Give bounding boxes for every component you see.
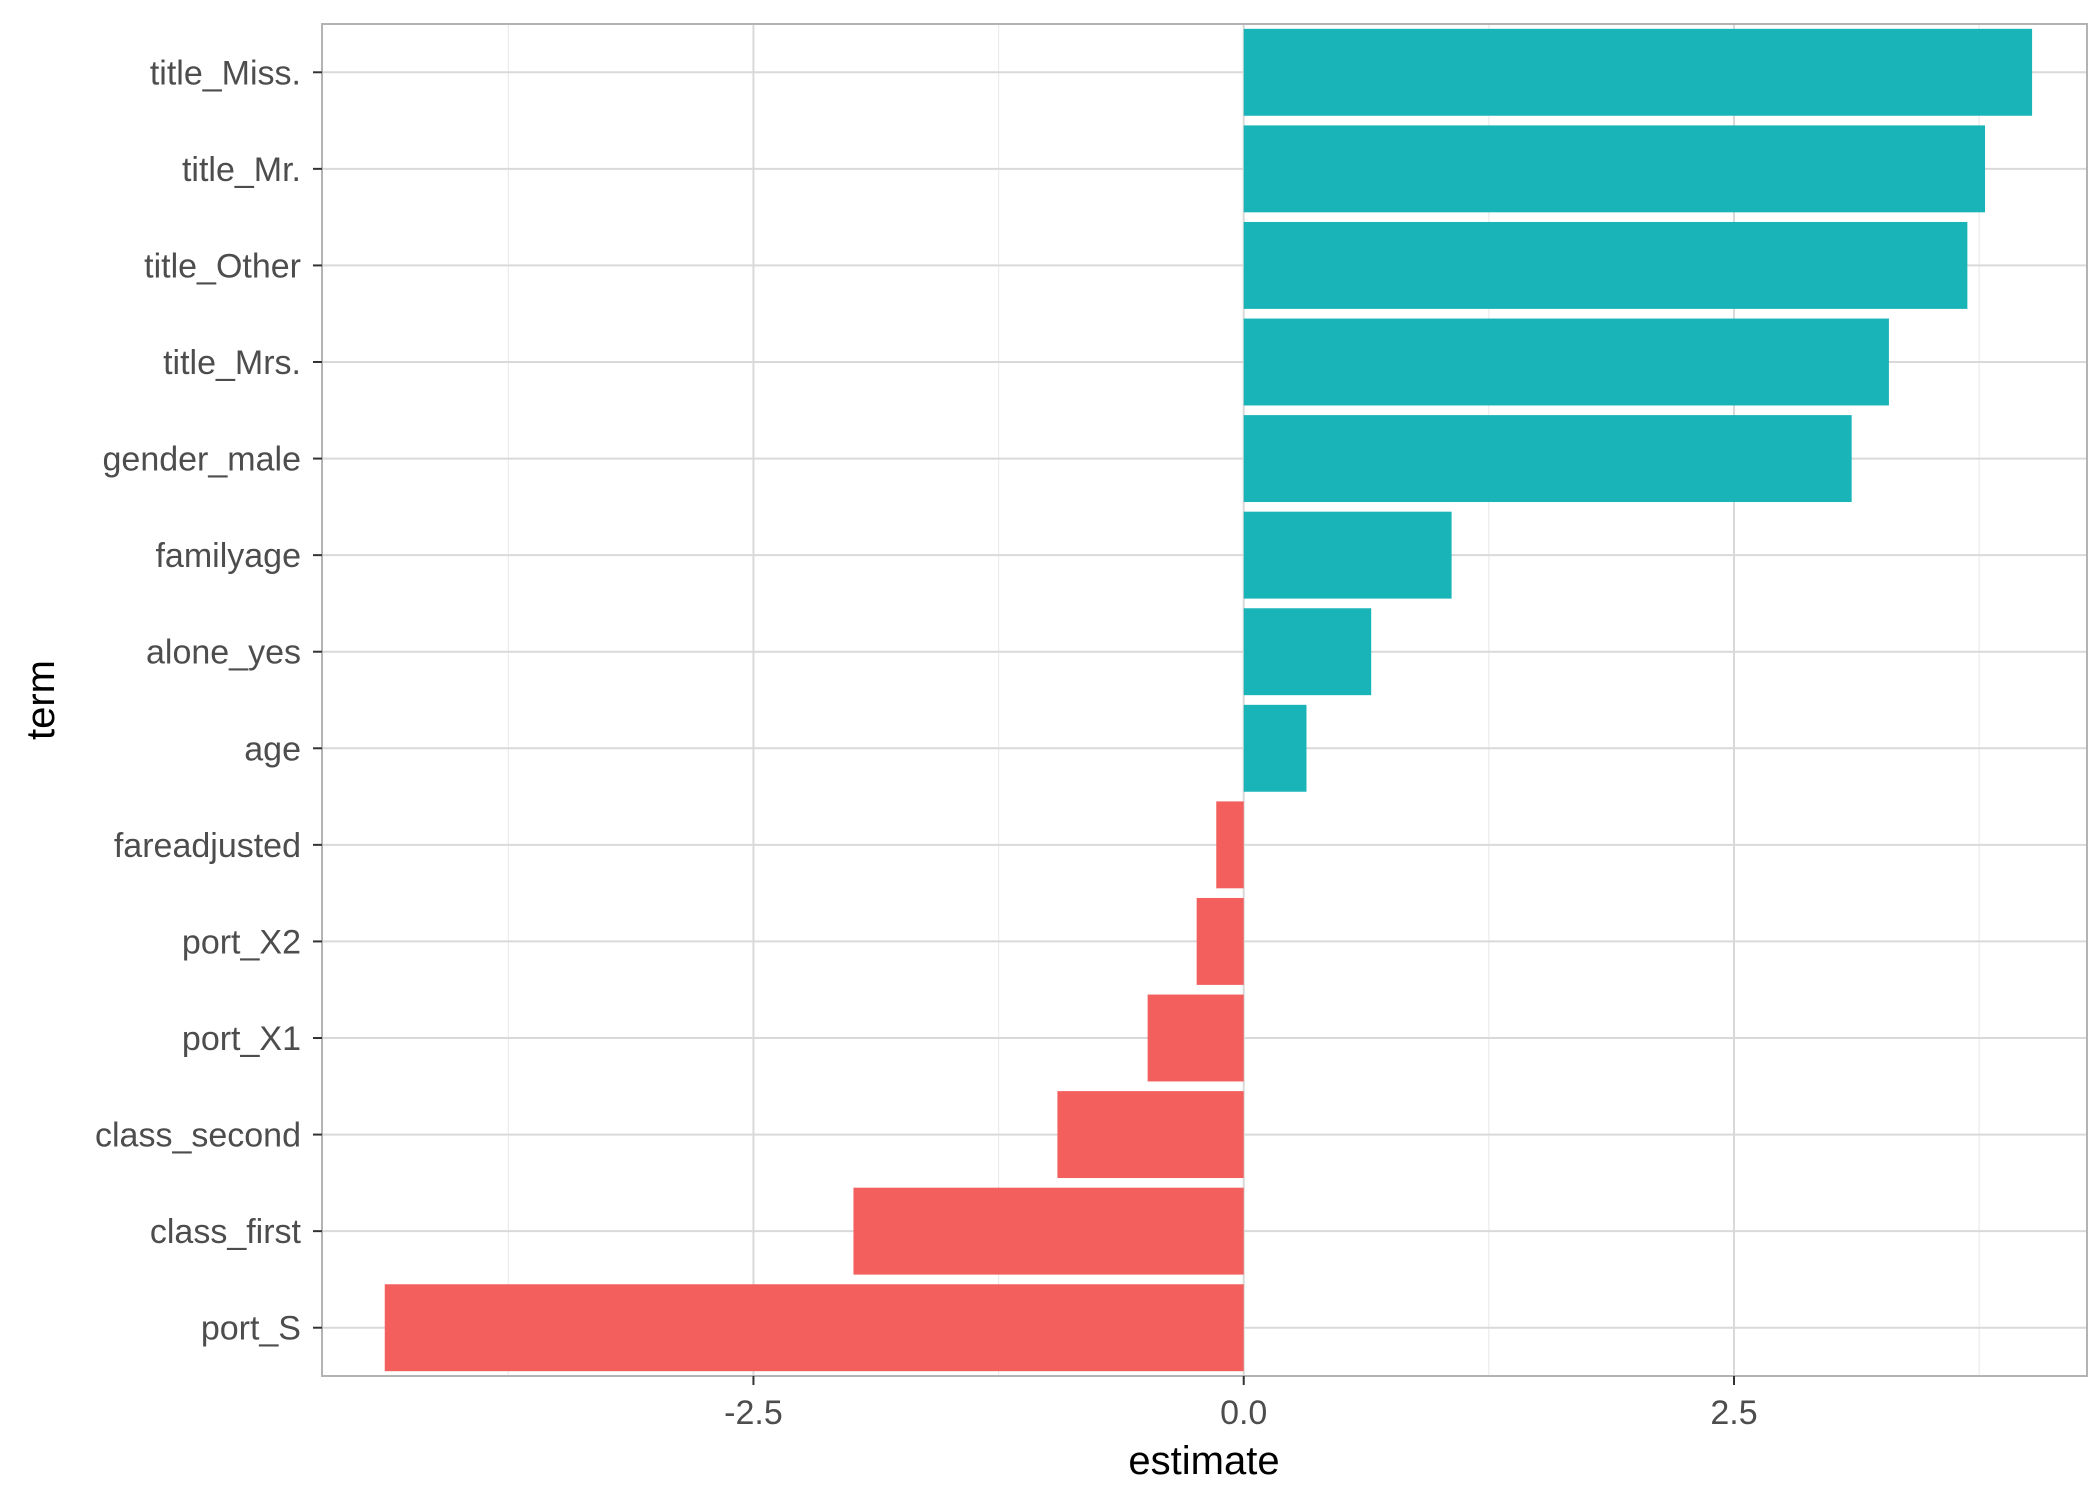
bars — [384, 28, 2033, 1372]
y-tick-label: familyage — [155, 537, 301, 575]
bar-familyage — [1243, 511, 1452, 599]
bar-title-mr — [1243, 125, 1986, 213]
bar-title-mrs — [1243, 318, 1889, 406]
y-tick-label: gender_male — [103, 441, 301, 479]
y-tick-label: age — [244, 730, 301, 768]
y-tick-label: title_Other — [144, 247, 301, 285]
y-tick-label: title_Mr. — [182, 151, 301, 189]
bar-age — [1243, 704, 1307, 792]
y-tick-label: port_X1 — [182, 1020, 301, 1058]
y-axis-title: term — [19, 660, 63, 740]
y-tick-label: title_Miss. — [150, 54, 301, 92]
x-axis-ticks: -2.5 0.0 2.5 — [724, 1376, 1758, 1432]
x-axis-title: estimate — [1128, 1439, 1279, 1483]
x-tick-label: 2.5 — [1710, 1394, 1757, 1432]
y-tick-label: port_S — [201, 1310, 301, 1348]
bar-title-other — [1243, 221, 1968, 309]
bar-port-s — [384, 1284, 1244, 1372]
bar-port-x2 — [1196, 897, 1244, 985]
bar-class-second — [1057, 1091, 1244, 1179]
y-tick-label: port_X2 — [182, 923, 301, 961]
bar-port-x1 — [1147, 994, 1244, 1082]
bar-gender-male — [1243, 415, 1852, 503]
bar-title-miss — [1243, 28, 2033, 116]
bar-alone-yes — [1243, 608, 1372, 696]
y-tick-label: title_Mrs. — [163, 344, 301, 382]
x-tick-label: -2.5 — [724, 1394, 783, 1432]
bar-class-first — [853, 1187, 1244, 1275]
y-tick-label: fareadjusted — [114, 827, 301, 865]
y-tick-label: class_first — [150, 1213, 302, 1251]
y-axis-ticks: title_Miss. title_Mr. title_Other title_Mrs… — [95, 54, 322, 1348]
y-tick-label: alone_yes — [146, 634, 301, 672]
y-tick-label: class_second — [95, 1117, 301, 1155]
x-tick-label: 0.0 — [1220, 1394, 1267, 1432]
plot-panel-border — [321, 23, 2088, 1377]
bar-fareadjusted — [1216, 801, 1244, 889]
